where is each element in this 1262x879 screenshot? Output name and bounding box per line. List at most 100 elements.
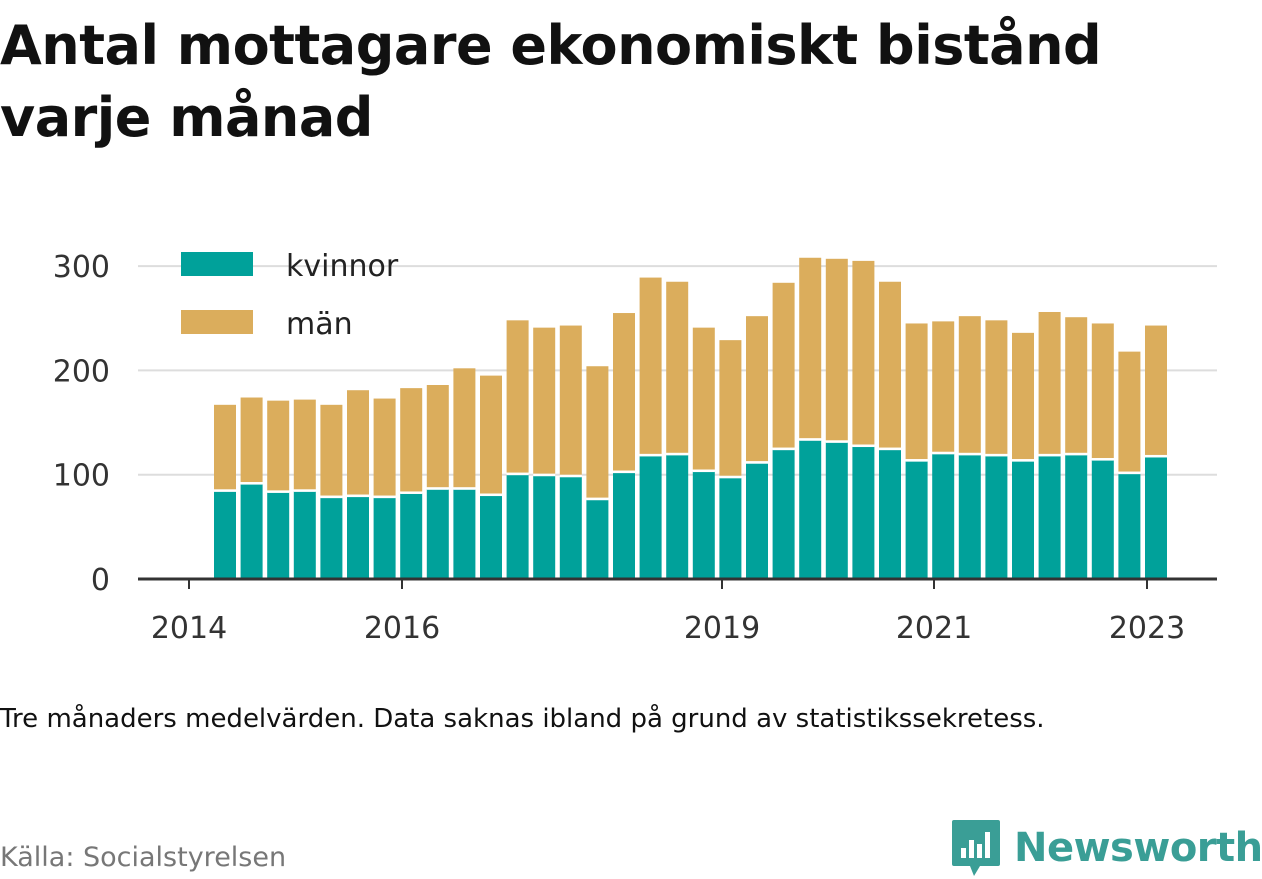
x-tick-label: 2014 <box>151 611 227 646</box>
bar-kvinnor <box>719 477 742 579</box>
bars <box>214 257 1167 579</box>
bar-man <box>905 323 928 460</box>
bar-man <box>373 398 396 496</box>
bar-segment-separator <box>879 447 901 451</box>
x-tick-label: 2016 <box>364 611 440 646</box>
bar-kvinnor <box>1065 454 1088 579</box>
bar-segment-separator <box>772 447 795 451</box>
bar-segment-separator <box>320 495 343 499</box>
bar-man <box>293 399 316 490</box>
bar-man <box>985 320 1008 454</box>
bar-segment-separator <box>1145 454 1167 458</box>
x-axis-ticks: 2014 2016 2019 2021 2023 <box>151 579 1185 646</box>
bar-kvinnor <box>1038 455 1061 579</box>
bar-segment-separator <box>214 489 236 492</box>
bar-kvinnor <box>320 497 343 579</box>
bar-segment-separator <box>347 494 369 498</box>
bar-man <box>746 316 768 462</box>
bar-man <box>772 282 795 448</box>
bar-segment-separator <box>799 438 822 441</box>
bar-kvinnor <box>985 455 1008 579</box>
bar-segment-separator <box>293 489 316 492</box>
bar-man <box>506 320 529 473</box>
bar-man <box>666 281 689 453</box>
legend-label-kvinnor: kvinnor <box>286 249 399 284</box>
bar-segment-separator <box>1012 459 1034 462</box>
legend-swatch-kvinnor <box>181 252 253 276</box>
bar-kvinnor <box>267 492 290 579</box>
bar-segment-separator <box>533 473 556 477</box>
bar-man <box>426 385 449 488</box>
bar-segment-separator <box>905 459 928 462</box>
bar-man <box>347 390 369 495</box>
bar-man <box>639 277 662 454</box>
bar-kvinnor <box>1091 460 1114 579</box>
bar-man <box>825 258 848 441</box>
y-axis-ticks: 0 100 200 300 <box>53 250 110 598</box>
bar-man <box>958 316 981 453</box>
bar-man <box>267 400 290 491</box>
bar-kvinnor <box>453 489 476 579</box>
chart-note: Tre månaders medelvärden. Data saknas ib… <box>0 704 1045 734</box>
bar-kvinnor <box>825 442 848 579</box>
brand-logo[interactable]: Newsworthy <box>950 818 1262 878</box>
bar-segment-separator <box>267 490 290 493</box>
legend-swatch-man <box>181 310 253 334</box>
x-tick-label: 2021 <box>896 611 972 646</box>
y-tick-label: 200 <box>53 354 110 389</box>
y-tick-label: 0 <box>91 563 110 598</box>
bar-kvinnor <box>506 474 529 579</box>
bar-segment-separator <box>1091 458 1114 461</box>
bar-man <box>852 260 875 445</box>
bar-segment-separator <box>373 495 396 499</box>
bar-man <box>1091 323 1114 459</box>
bar-kvinnor <box>559 476 582 579</box>
bar-segment-separator <box>719 475 742 479</box>
bar-kvinnor <box>1145 456 1167 579</box>
bar-man <box>692 327 715 470</box>
bar-man <box>1065 317 1088 453</box>
bar-man <box>240 397 263 483</box>
bar-man <box>613 313 635 471</box>
bar-segment-separator <box>958 452 981 456</box>
bar-kvinnor <box>214 491 236 579</box>
chart-title: Antal mottagare ekonomiskt bistånd varje… <box>0 14 1102 149</box>
bar-man <box>559 325 582 475</box>
bar-segment-separator <box>613 470 635 474</box>
stacked-bar-chart: 0 100 200 300 2014 2016 2019 2021 2023 kvinnor … <box>53 249 1217 646</box>
bar-segment-separator <box>666 452 689 456</box>
bar-segment-separator <box>692 469 715 473</box>
bar-segment-separator <box>400 491 423 494</box>
bar-kvinnor <box>932 453 955 579</box>
bar-segment-separator <box>746 461 768 464</box>
y-tick-label: 100 <box>53 459 110 494</box>
bar-segment-separator <box>932 451 955 455</box>
bar-kvinnor <box>1012 461 1034 579</box>
bar-segment-separator <box>825 440 848 443</box>
bar-kvinnor <box>772 449 795 579</box>
bar-kvinnor <box>586 499 609 579</box>
bar-kvinnor <box>852 446 875 579</box>
bar-kvinnor <box>958 454 981 579</box>
legend-label-man: män <box>286 307 353 342</box>
bar-man <box>533 327 556 474</box>
bar-kvinnor <box>426 489 449 579</box>
bar-segment-separator <box>1038 453 1061 457</box>
bar-man <box>932 321 955 452</box>
bar-segment-separator <box>586 497 609 501</box>
bar-kvinnor <box>480 495 502 579</box>
bar-segment-separator <box>852 444 875 448</box>
bar-segment-separator <box>426 487 449 490</box>
bar-kvinnor <box>533 475 556 579</box>
source-label: Källa: Socialstyrelsen <box>0 842 287 873</box>
bar-segment-separator <box>240 482 263 485</box>
bar-man <box>879 281 901 448</box>
bar-segment-separator <box>480 493 502 497</box>
legend: kvinnor män <box>181 249 399 342</box>
x-tick-label: 2019 <box>684 611 760 646</box>
bar-kvinnor <box>400 493 423 579</box>
bar-kvinnor <box>1118 473 1141 579</box>
bar-man <box>400 388 423 492</box>
bar-kvinnor <box>666 454 689 579</box>
bar-segment-separator <box>506 472 529 476</box>
